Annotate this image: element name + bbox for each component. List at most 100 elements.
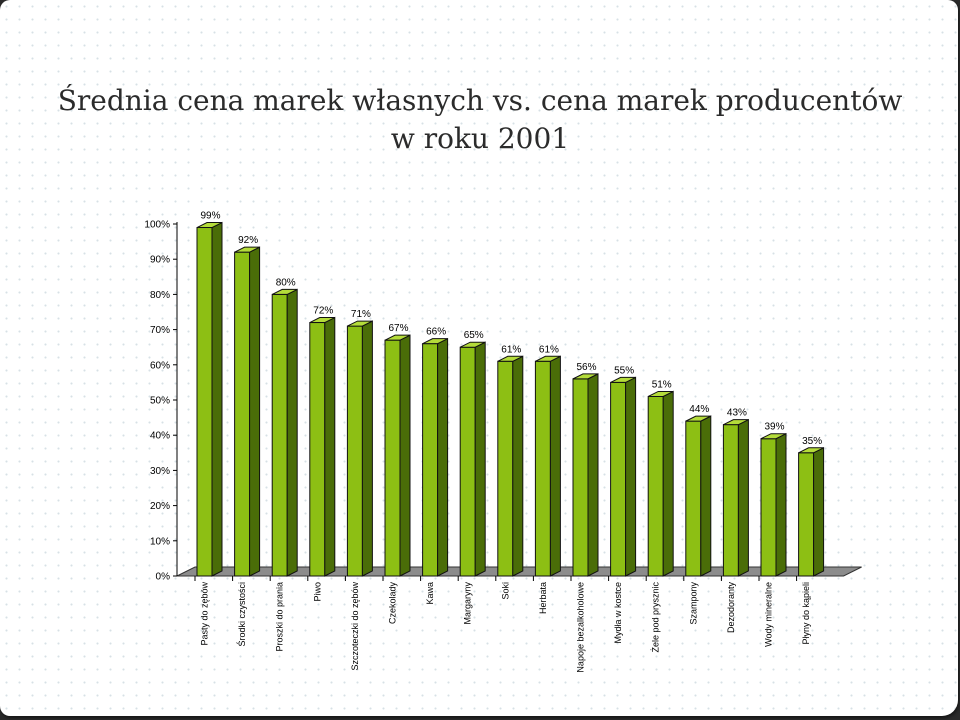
- bar: [722, 424, 739, 577]
- bar-top: [760, 433, 787, 440]
- category-label: Szampony: [688, 582, 698, 625]
- bar-side: [813, 446, 825, 577]
- bar-side: [625, 376, 637, 577]
- data-label: 44%: [689, 404, 709, 415]
- category-label: Mydła w kostce: [613, 582, 623, 644]
- bar-side: [286, 288, 298, 577]
- y-tick-label: 40%: [150, 431, 170, 442]
- bar-top: [723, 419, 749, 426]
- bar: [685, 420, 702, 577]
- y-tick-label: 10%: [150, 536, 170, 547]
- data-label: 39%: [764, 422, 784, 433]
- bar-top: [384, 334, 411, 341]
- category-label: Napoje bezalkoholowe: [576, 582, 586, 673]
- bar: [234, 251, 251, 577]
- y-tick-label: 100%: [144, 220, 170, 231]
- category-label: Kawa: [425, 582, 435, 605]
- bar-side: [549, 355, 561, 577]
- bar-top: [572, 373, 599, 380]
- category-label: Żele pod prysznic: [651, 582, 661, 653]
- bar: [610, 381, 627, 577]
- bar: [196, 227, 213, 577]
- bar-top: [535, 355, 561, 362]
- bar: [422, 343, 439, 577]
- bar: [798, 452, 815, 577]
- category-label: Wody mineralne: [764, 582, 774, 647]
- y-tick-label: 80%: [150, 290, 170, 301]
- bar-top: [798, 447, 824, 454]
- bar-top: [271, 288, 298, 295]
- bar: [309, 322, 326, 577]
- title-line-2: w roku 2001: [390, 122, 570, 155]
- data-label: 43%: [727, 408, 747, 419]
- category-label: Pasty do zębów: [200, 582, 210, 646]
- category-label: Środki czystości: [236, 582, 247, 647]
- bar-side: [399, 334, 411, 577]
- data-label: 51%: [652, 379, 672, 390]
- category-label: Szczoteczki do zębów: [350, 582, 360, 671]
- y-tick-label: 90%: [150, 255, 170, 266]
- bar-top: [309, 317, 336, 324]
- y-tick-label: 0%: [156, 572, 171, 583]
- data-label: 92%: [238, 235, 258, 246]
- bar-top: [459, 341, 486, 348]
- data-label: 56%: [576, 362, 596, 373]
- bar: [271, 293, 288, 577]
- data-label: 66%: [426, 327, 446, 338]
- category-label: Piwo: [312, 582, 322, 602]
- bar-side: [512, 355, 524, 577]
- bar-top: [497, 355, 524, 362]
- bar: [459, 346, 476, 577]
- bar: [647, 395, 664, 577]
- bar-side: [662, 390, 674, 577]
- bar-side: [324, 316, 336, 577]
- bar-side: [775, 432, 787, 577]
- slide-title: Średnia cena marek własnych vs. cena mar…: [0, 82, 960, 158]
- data-label: 65%: [464, 330, 484, 341]
- bar: [572, 378, 589, 577]
- bar: [760, 438, 777, 577]
- data-label: 61%: [501, 344, 521, 355]
- y-tick-label: 30%: [150, 466, 170, 477]
- data-label: 61%: [539, 344, 559, 355]
- data-label: 35%: [802, 436, 822, 447]
- category-label: Dezodoranty: [726, 582, 736, 634]
- bar-side: [361, 320, 373, 577]
- bar-side: [249, 246, 261, 577]
- bar-side: [737, 418, 749, 577]
- bar: [497, 360, 514, 577]
- title-line-1: Średnia cena marek własnych vs. cena mar…: [57, 84, 903, 117]
- data-label: 67%: [388, 323, 408, 334]
- y-tick-label: 70%: [150, 325, 170, 336]
- bar: [534, 360, 551, 577]
- y-tick-label: 20%: [150, 501, 170, 512]
- bar-top: [647, 390, 674, 397]
- bar-side: [437, 337, 449, 577]
- data-label: 72%: [313, 306, 333, 317]
- category-label: Soki: [500, 582, 510, 600]
- bar: [346, 325, 363, 577]
- bar-side: [474, 341, 486, 577]
- category-label: Margaryny: [463, 582, 473, 625]
- category-label: Proszki do prania: [275, 582, 285, 652]
- bar-top: [610, 376, 636, 383]
- bar-top: [422, 338, 448, 345]
- data-label: 71%: [351, 309, 371, 320]
- bar-top: [347, 320, 373, 327]
- bar-side: [587, 373, 599, 577]
- y-tick-label: 60%: [150, 360, 170, 371]
- bar-top: [685, 415, 712, 422]
- data-label: 55%: [614, 365, 634, 376]
- data-label: 99%: [200, 211, 220, 222]
- bar-side: [211, 221, 223, 577]
- bar-top: [196, 222, 223, 229]
- category-label: Czekolady: [388, 582, 398, 625]
- bar: [384, 339, 401, 577]
- bar-side: [700, 415, 712, 577]
- y-tick-label: 50%: [150, 396, 170, 407]
- data-label: 80%: [276, 277, 296, 288]
- bar-top: [234, 246, 260, 253]
- category-label: Herbata: [538, 582, 548, 614]
